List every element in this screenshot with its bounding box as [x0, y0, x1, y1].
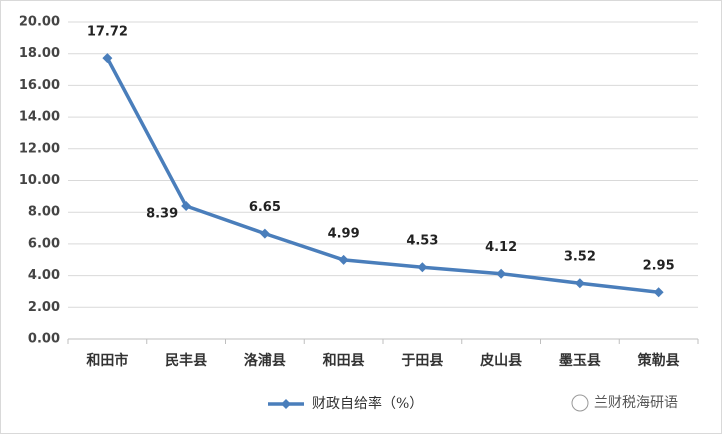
x-tick-label: 民丰县 — [165, 352, 207, 369]
value-label: 4.99 — [328, 226, 360, 241]
value-label: 8.39 — [146, 207, 178, 222]
legend-marker — [281, 399, 291, 409]
data-point — [653, 287, 664, 298]
y-tick-label: 0.00 — [28, 332, 60, 347]
data-point — [102, 53, 113, 64]
x-tick-label: 和田县 — [323, 353, 365, 369]
y-tick-label: 14.00 — [19, 110, 60, 125]
y-tick-label: 16.00 — [19, 78, 60, 93]
data-point — [338, 254, 349, 265]
value-label: 2.95 — [643, 259, 675, 274]
legend-label: 财政自给率（%） — [312, 395, 423, 412]
data-point — [181, 201, 192, 212]
data-point — [259, 228, 270, 239]
y-tick-label: 8.00 — [28, 205, 60, 220]
watermark-text: 兰财税海研语 — [594, 395, 678, 411]
value-label: 4.53 — [406, 234, 438, 249]
value-label: 6.65 — [249, 200, 281, 215]
watermark: 兰财税海研语 — [571, 394, 678, 412]
y-tick-label: 4.00 — [28, 268, 60, 283]
value-label: 3.52 — [564, 250, 596, 265]
y-tick-label: 12.00 — [19, 141, 60, 156]
x-tick-label: 策勒县 — [637, 352, 680, 369]
x-tick-label: 于田县 — [401, 353, 443, 369]
value-label: 17.72 — [87, 25, 128, 40]
x-tick-label: 皮山县 — [479, 352, 522, 369]
y-tick-label: 2.00 — [28, 300, 60, 315]
x-tick-label: 和田市 — [86, 352, 128, 369]
data-point — [496, 268, 507, 279]
y-tick-label: 10.00 — [19, 173, 60, 188]
x-tick-label: 洛浦县 — [244, 352, 286, 369]
data-point — [417, 262, 428, 273]
y-tick-label: 6.00 — [28, 236, 60, 251]
watermark-icon — [571, 394, 589, 412]
y-tick-label: 18.00 — [19, 46, 60, 61]
data-line — [105, 57, 659, 294]
y-tick-label: 20.00 — [19, 15, 60, 30]
data-point — [574, 278, 585, 289]
x-tick-label: 墨玉县 — [559, 353, 601, 369]
value-label: 4.12 — [485, 240, 517, 255]
